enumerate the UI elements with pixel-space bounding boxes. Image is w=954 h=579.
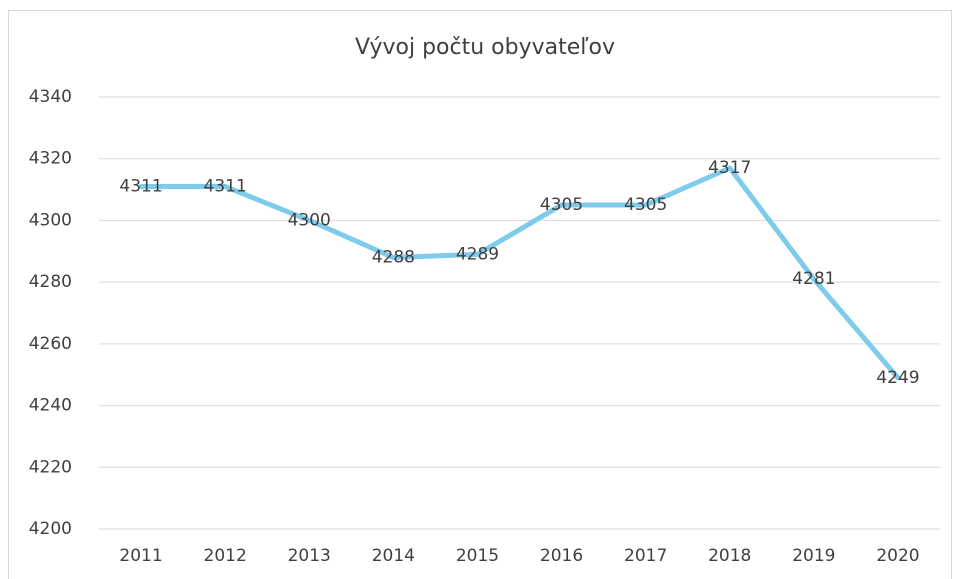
data-label: 4300 xyxy=(288,210,331,230)
data-label: 4311 xyxy=(204,176,247,196)
data-label: 4288 xyxy=(372,247,415,267)
data-label: 4289 xyxy=(456,244,499,264)
y-tick-label: 4220 xyxy=(29,457,72,477)
y-tick-label: 4200 xyxy=(29,519,72,539)
chart-border xyxy=(8,10,952,579)
x-tick-label: 2020 xyxy=(876,546,919,566)
data-label: 4281 xyxy=(792,269,835,289)
data-label: 4249 xyxy=(876,368,919,388)
x-tick-label: 2011 xyxy=(119,546,162,566)
x-tick-label: 2016 xyxy=(540,546,583,566)
data-label: 4305 xyxy=(540,195,583,215)
x-tick-label: 2017 xyxy=(624,546,667,566)
chart-title: Vývoj počtu obyvateľov xyxy=(355,35,615,60)
y-tick-label: 4240 xyxy=(29,396,72,416)
y-tick-label: 4340 xyxy=(29,87,72,107)
y-tick-label: 4300 xyxy=(29,210,72,230)
y-tick-label: 4260 xyxy=(29,334,72,354)
y-tick-label: 4320 xyxy=(29,149,72,169)
x-tick-label: 2018 xyxy=(708,546,751,566)
data-label: 4305 xyxy=(624,195,667,215)
y-tick-label: 4280 xyxy=(29,272,72,292)
x-tick-label: 2019 xyxy=(792,546,835,566)
data-label: 4317 xyxy=(708,158,751,178)
x-tick-label: 2014 xyxy=(372,546,415,566)
data-label: 4311 xyxy=(119,176,162,196)
x-tick-label: 2013 xyxy=(288,546,331,566)
x-tick-label: 2012 xyxy=(204,546,247,566)
data-line xyxy=(138,165,901,381)
x-tick-label: 2015 xyxy=(456,546,499,566)
